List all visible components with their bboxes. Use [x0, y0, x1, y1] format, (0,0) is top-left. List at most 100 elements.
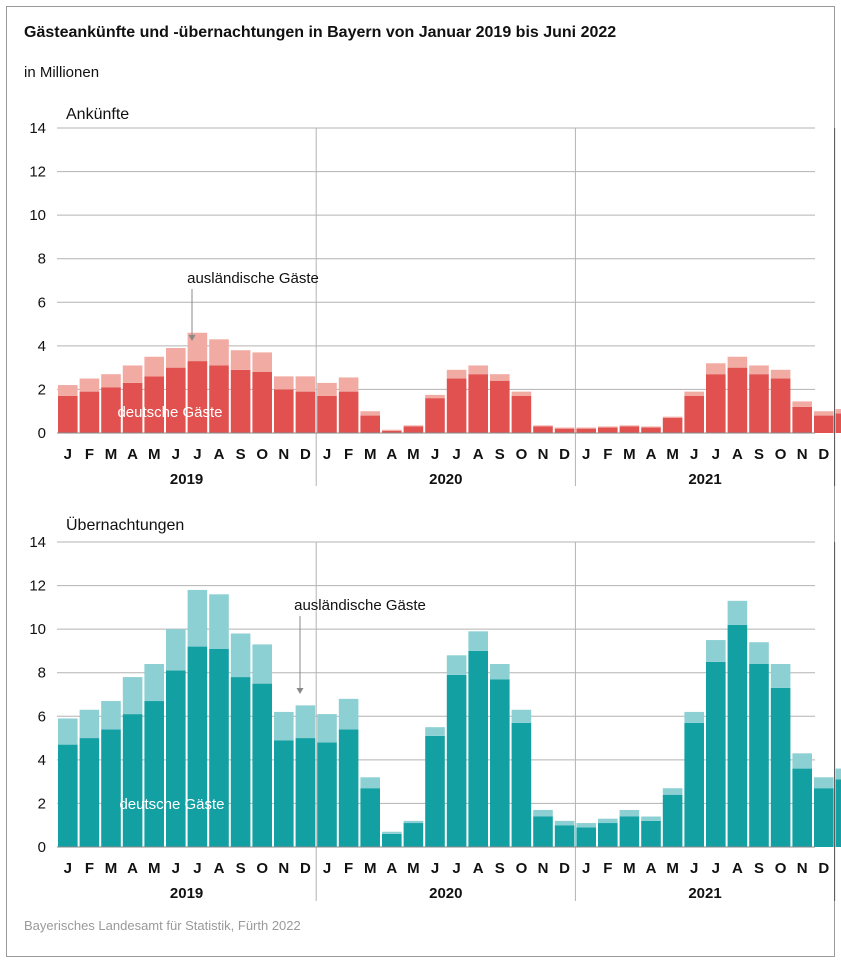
- bar-foreign-arrivals: [770, 369, 791, 379]
- month-label-arrivals: F: [85, 446, 94, 463]
- month-label-arrivals: A: [732, 446, 743, 463]
- bar-domestic-overnight: [641, 820, 661, 847]
- bar-domestic-arrivals: [425, 398, 445, 433]
- month-label-overnight: F: [603, 860, 612, 877]
- bar-foreign-arrivals: [490, 374, 510, 381]
- year-label-arrivals: 2019: [170, 471, 203, 488]
- bar-foreign-overnight: [101, 701, 121, 730]
- month-label-arrivals: M: [148, 446, 161, 463]
- bar-foreign-arrivals: [122, 365, 143, 383]
- y-tick-label-overnight: 10: [29, 621, 46, 638]
- bar-foreign-arrivals: [79, 378, 100, 392]
- month-label-overnight: A: [732, 860, 743, 877]
- month-label-overnight: M: [105, 860, 118, 877]
- bar-foreign-arrivals: [749, 365, 769, 375]
- bar-domestic-arrivals: [792, 406, 812, 433]
- bar-domestic-overnight: [58, 744, 78, 847]
- bar-foreign-arrivals: [835, 409, 841, 414]
- month-label-arrivals: J: [690, 446, 698, 463]
- bar-foreign-arrivals: [468, 365, 488, 375]
- bar-domestic-overnight: [425, 735, 445, 847]
- month-label-overnight: D: [300, 860, 311, 877]
- month-label-arrivals: D: [300, 446, 311, 463]
- month-label-overnight: J: [690, 860, 698, 877]
- month-label-overnight: J: [323, 860, 331, 877]
- month-label-arrivals: O: [256, 446, 268, 463]
- bar-domestic-overnight: [511, 722, 532, 847]
- bar-domestic-overnight: [727, 624, 748, 847]
- month-label-overnight: N: [278, 860, 289, 877]
- bar-foreign-overnight: [511, 709, 532, 723]
- month-label-arrivals: N: [538, 446, 549, 463]
- y-tick-label-arrivals: 6: [38, 294, 46, 311]
- bar-domestic-arrivals: [641, 427, 661, 433]
- bar-domestic-overnight: [749, 664, 769, 847]
- bar-foreign-overnight: [274, 711, 294, 741]
- month-label-arrivals: D: [559, 446, 570, 463]
- month-label-overnight: J: [582, 860, 590, 877]
- y-tick-label-overnight: 14: [29, 534, 46, 551]
- bar-domestic-arrivals: [166, 367, 186, 433]
- month-label-overnight: O: [775, 860, 787, 877]
- month-label-arrivals: J: [431, 446, 439, 463]
- bar-domestic-overnight: [835, 779, 841, 847]
- month-label-overnight: S: [754, 860, 764, 877]
- month-label-overnight: A: [646, 860, 657, 877]
- month-label-arrivals: A: [386, 446, 397, 463]
- bar-domestic-arrivals: [468, 374, 488, 433]
- bar-domestic-arrivals: [295, 391, 316, 433]
- bar-domestic-arrivals: [598, 427, 618, 433]
- y-tick-label-arrivals: 2: [38, 381, 46, 398]
- bar-foreign-overnight: [446, 655, 467, 675]
- month-label-overnight: S: [495, 860, 505, 877]
- bar-domestic-overnight: [382, 833, 402, 847]
- bar-foreign-arrivals: [403, 425, 424, 427]
- year-label-overnight: 2020: [429, 885, 462, 902]
- bar-domestic-arrivals: [360, 415, 380, 433]
- y-tick-label-arrivals: 12: [29, 164, 46, 181]
- bar-domestic-overnight: [706, 661, 726, 847]
- panel-title-arrivals: Ankünfte: [66, 106, 129, 123]
- bar-foreign-overnight: [403, 820, 424, 824]
- month-label-arrivals: A: [646, 446, 657, 463]
- bar-domestic-overnight: [576, 827, 596, 847]
- bar-domestic-overnight: [814, 788, 834, 847]
- month-label-arrivals: M: [666, 446, 679, 463]
- bar-foreign-overnight: [770, 664, 791, 688]
- bar-foreign-arrivals: [533, 425, 553, 427]
- bar-foreign-overnight: [576, 823, 596, 828]
- year-label-overnight: 2019: [170, 885, 203, 902]
- month-label-overnight: A: [386, 860, 397, 877]
- bar-foreign-overnight: [641, 816, 661, 821]
- bar-domestic-arrivals: [338, 391, 359, 433]
- bar-domestic-arrivals: [122, 382, 143, 433]
- bar-domestic-overnight: [274, 740, 294, 847]
- bar-foreign-overnight: [468, 631, 488, 651]
- month-label-overnight: M: [623, 860, 636, 877]
- month-label-overnight: S: [236, 860, 246, 877]
- year-label-arrivals: 2020: [429, 471, 462, 488]
- bar-domestic-arrivals: [554, 428, 575, 433]
- bar-domestic-overnight: [252, 683, 272, 847]
- month-label-arrivals: M: [364, 446, 377, 463]
- bar-domestic-arrivals: [446, 378, 467, 433]
- bar-foreign-arrivals: [382, 429, 402, 431]
- y-tick-label-overnight: 12: [29, 578, 46, 595]
- bar-domestic-arrivals: [101, 387, 121, 433]
- bar-domestic-overnight: [533, 816, 553, 847]
- y-tick-label-arrivals: 4: [38, 338, 46, 355]
- month-label-arrivals: D: [818, 446, 829, 463]
- month-label-arrivals: M: [623, 446, 636, 463]
- month-label-arrivals: F: [344, 446, 353, 463]
- bar-foreign-arrivals: [317, 382, 337, 396]
- bar-domestic-arrivals: [382, 430, 402, 433]
- month-label-arrivals: J: [193, 446, 201, 463]
- bar-domestic-overnight: [554, 825, 575, 847]
- month-label-arrivals: M: [407, 446, 420, 463]
- month-label-arrivals: S: [236, 446, 246, 463]
- bar-foreign-arrivals: [209, 339, 229, 366]
- bar-foreign-overnight: [79, 709, 100, 739]
- bar-foreign-overnight: [209, 594, 229, 649]
- bar-foreign-arrivals: [166, 348, 186, 368]
- bar-domestic-arrivals: [727, 367, 748, 433]
